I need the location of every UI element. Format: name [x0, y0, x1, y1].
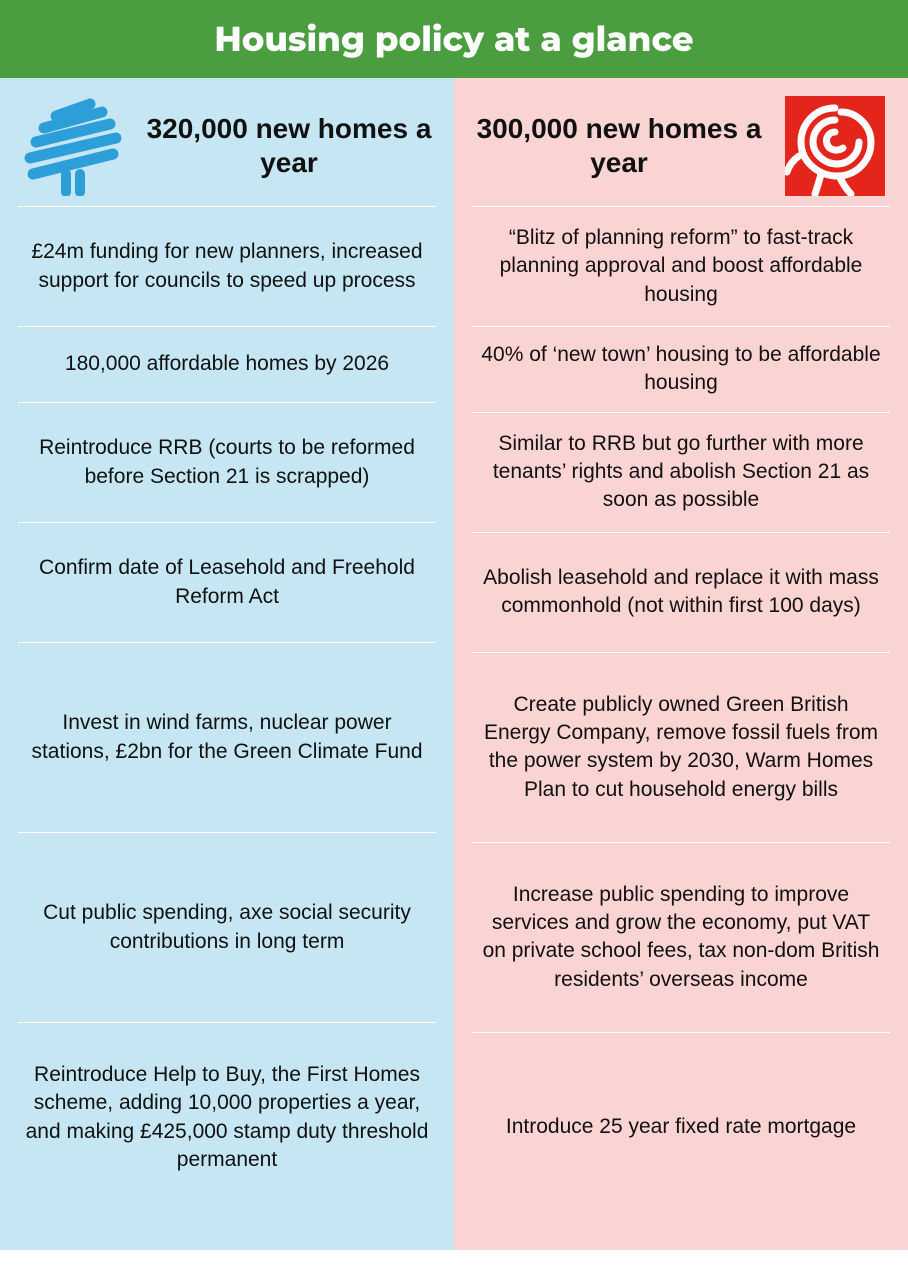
policy-cell: Confirm date of Leasehold and Freehold R… [18, 522, 436, 642]
column-head-right: 300,000 new homes a year [472, 96, 890, 196]
policy-cell: Reintroduce RRB (courts to be reformed b… [18, 402, 436, 522]
policy-cell: Similar to RRB but go further with more … [472, 412, 890, 532]
policy-cell: Introduce 25 year fixed rate mortgage [472, 1032, 890, 1222]
page-title: Housing policy at a glance [0, 0, 908, 78]
policy-cell: Abolish leasehold and replace it with ma… [472, 532, 890, 652]
headline-left: 320,000 new homes a year [142, 112, 436, 179]
policy-cell: Create publicly owned Green British Ener… [472, 652, 890, 842]
policy-cell: Reintroduce Help to Buy, the First Homes… [18, 1022, 436, 1212]
comparison-table: 320,000 new homes a year £24m funding fo… [0, 78, 908, 1250]
policy-cell: Increase public spending to improve serv… [472, 842, 890, 1032]
column-labour: 300,000 new homes a year “Blitz of plann… [454, 78, 908, 1250]
policy-cell: Cut public spending, axe social security… [18, 832, 436, 1022]
labour-rose-icon [780, 96, 890, 196]
column-conservative: 320,000 new homes a year £24m funding fo… [0, 78, 454, 1250]
policy-cell: 180,000 affordable homes by 2026 [18, 326, 436, 402]
conservative-tree-icon [18, 96, 128, 196]
policy-cell: “Blitz of planning reform” to fast-track… [472, 206, 890, 326]
policy-cell: Invest in wind farms, nuclear power stat… [18, 642, 436, 832]
policy-cell: 40% of ‘new town’ housing to be affordab… [472, 326, 890, 412]
column-head-left: 320,000 new homes a year [18, 96, 436, 196]
policy-cell: £24m funding for new planners, increased… [18, 206, 436, 326]
headline-right: 300,000 new homes a year [472, 112, 766, 179]
